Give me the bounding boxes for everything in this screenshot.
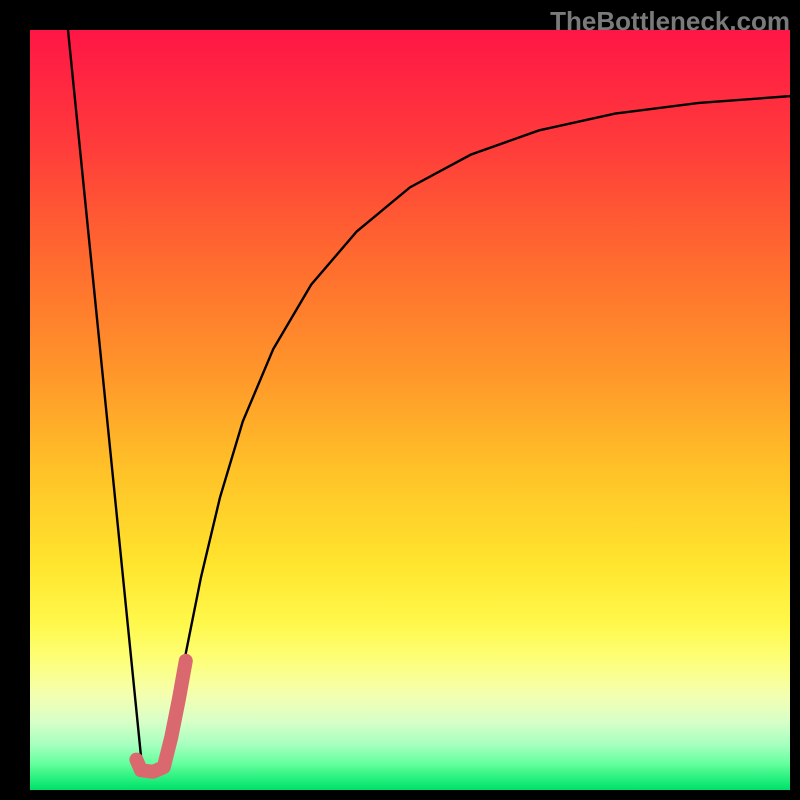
watermark-text: TheBottleneck.com: [550, 6, 790, 37]
bottleneck-chart: [30, 30, 790, 790]
gradient-background: [30, 30, 790, 790]
plot-area: [30, 30, 790, 790]
chart-frame: TheBottleneck.com: [0, 0, 800, 800]
